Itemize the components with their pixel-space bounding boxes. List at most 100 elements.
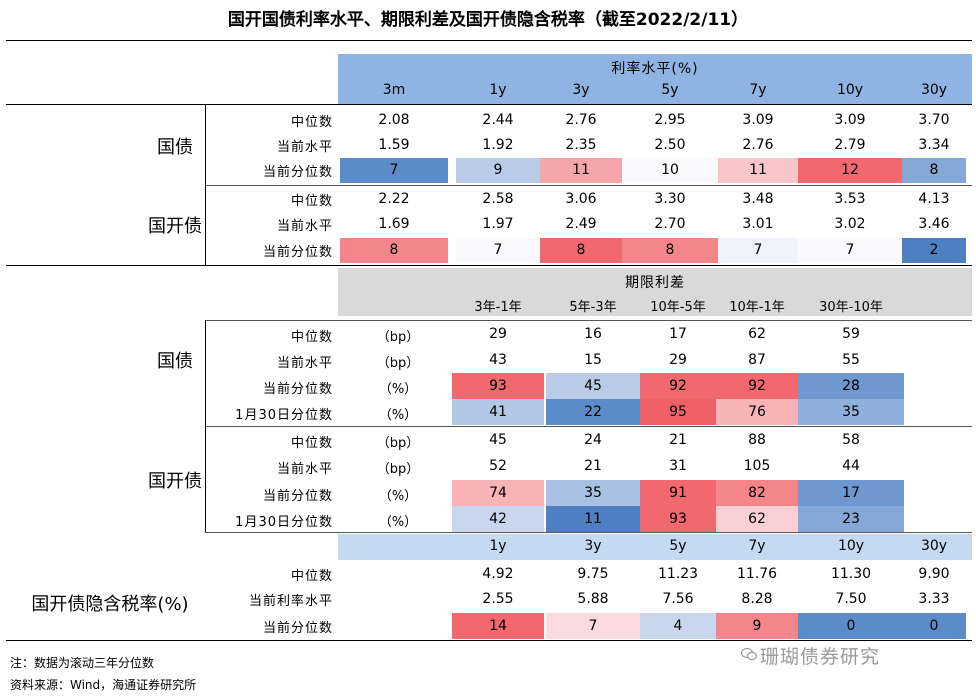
percentile-cell: 8 [902,158,966,183]
percentile-cell: 8 [340,238,448,263]
percentile-cell: 93 [452,373,544,399]
tax-col-header: 5y [669,538,687,554]
percentile-cell: 8 [622,238,718,263]
value-cell: 43 [489,352,507,368]
value-cell: 2.22 [378,191,410,207]
tax-col-header: 30y [920,538,948,554]
value-cell: 4.13 [918,191,950,207]
value-cell: 21 [669,432,687,448]
group-name: 国债 [157,351,193,372]
unit-label: （%） [378,515,418,530]
unit-label: （%） [378,408,418,423]
row-label: 中位数 [290,569,333,584]
value-cell: 2.76 [565,112,597,128]
value-cell: 3.09 [834,112,866,128]
value-cell: 4.92 [482,566,514,582]
value-cell: 58 [842,432,860,448]
row-label: 当前分位数 [262,489,333,504]
percentile-cell: 93 [640,506,716,532]
row-label: 当前分位数 [262,165,333,180]
group-name: 国债 [157,137,193,158]
value-cell: 16 [584,326,602,342]
value-cell: 44 [842,458,860,474]
vrule-rate [205,104,206,265]
rate-col-header: 3y [572,82,590,98]
spread-col-header: 10年-1年 [729,300,785,315]
value-cell: 29 [489,326,507,342]
spread-header: 期限利差 [625,275,685,291]
percentile-cell: 28 [798,373,904,399]
percentile-cell: 10 [622,158,718,183]
value-cell: 2.58 [482,191,514,207]
value-cell: 2.70 [654,216,686,232]
percentile-cell: 35 [546,480,640,506]
rate-col-header: 7y [749,82,767,98]
percentile-cell: 2 [902,238,966,263]
value-cell: 2.95 [654,112,686,128]
percentile-cell: 23 [798,506,904,532]
value-cell: 87 [748,352,766,368]
percentile-cell: 41 [452,399,544,425]
value-cell: 24 [584,432,602,448]
percentile-cell: 9 [456,158,540,183]
percentile-cell: 11 [540,158,622,183]
row-label: 中位数 [290,115,333,130]
percentile-cell: 82 [716,480,798,506]
value-cell: 1.59 [378,137,410,153]
spread-col-header: 10年-5年 [650,300,706,315]
value-cell: 21 [584,458,602,474]
value-cell: 52 [489,458,507,474]
percentile-cell: 76 [716,399,798,425]
value-cell: 15 [584,352,602,368]
percentile-cell: 7 [546,613,640,639]
value-cell: 11.30 [830,566,872,582]
value-cell: 59 [842,326,860,342]
percentile-cell: 9 [716,613,798,639]
watermark: 珊瑚债券研究 [760,646,881,668]
row-label: 当前水平 [276,462,333,477]
source-note: 资料来源：Wind，海通证券研究所 [10,678,197,692]
spread-header-band [338,268,972,316]
percentile-cell: 11 [546,506,640,532]
rule-rate-mid [205,185,972,186]
row-label: 当前分位数 [262,621,333,636]
percentile-cell: 45 [546,373,640,399]
spread-col-header: 30年-10年 [819,300,883,315]
value-cell: 2.35 [565,137,597,153]
value-cell: 9.75 [577,566,609,582]
percentile-cell: 42 [452,506,544,532]
percentile-cell: 14 [452,613,544,639]
percentile-cell: 92 [716,373,798,399]
rate-col-header: 5y [661,82,679,98]
group-name: 国开债隐含税率(%) [31,594,189,615]
spread-col-header: 5年-3年 [569,300,617,315]
rate-header: 利率水平(%) [611,61,699,77]
row-label: 中位数 [290,330,333,345]
rule-rate-bottom [6,265,972,266]
percentile-cell: 7 [798,238,902,263]
value-cell: 3.46 [918,216,950,232]
percentile-cell: 62 [716,506,798,532]
group-name: 国开债 [148,471,202,492]
value-cell: 3.09 [742,112,774,128]
value-cell: 45 [489,432,507,448]
value-cell: 3.33 [918,591,950,607]
rate-col-header: 1y [489,82,507,98]
value-cell: 2.44 [482,112,514,128]
value-cell: 3.53 [834,191,866,207]
spread-col-header: 3年-1年 [474,300,522,315]
percentile-cell: 0 [902,613,966,639]
rate-col-header: 10y [836,82,864,98]
percentile-cell: 17 [798,480,904,506]
percentile-cell: 35 [798,399,904,425]
value-cell: 11.76 [736,566,778,582]
value-cell: 3.02 [834,216,866,232]
value-cell: 62 [748,326,766,342]
value-cell: 3.06 [565,191,597,207]
value-cell: 2.79 [834,137,866,153]
value-cell: 1.97 [482,216,514,232]
percentile-cell: 91 [640,480,716,506]
unit-label: （bp） [376,330,420,345]
value-cell: 3.30 [654,191,686,207]
group-name: 国开债 [148,216,202,237]
